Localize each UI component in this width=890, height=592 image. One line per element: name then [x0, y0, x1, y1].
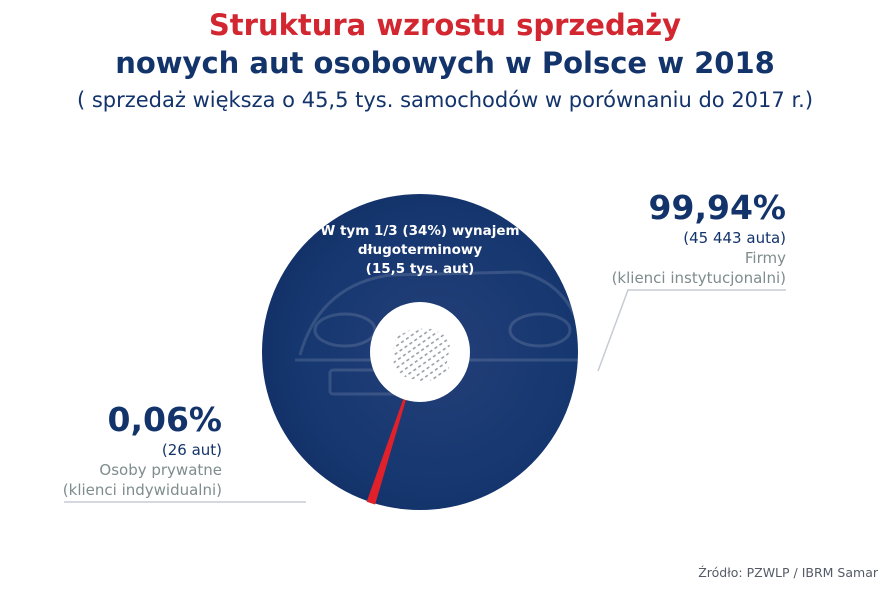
firmy-count: (45 443 auta) [683, 229, 786, 247]
poland-map-icon [393, 328, 450, 381]
label-firmy: 99,94% (45 443 auta) Firmy (klienci inst… [612, 188, 786, 288]
source-note: Źródło: PZWLP / IBRM Samar [698, 565, 878, 580]
inner-annotation-line2: długoterminowy [357, 242, 483, 258]
osoby-prywatne-sublabel: (klienci indywidualni) [62, 481, 222, 499]
osoby-prywatne-count: (26 aut) [161, 441, 222, 459]
firmy-percent: 99,94% [648, 188, 786, 227]
inner-annotation: W tym 1/3 (34%) wynajem długoterminowy (… [290, 222, 550, 279]
osoby-prywatne-label: Osoby prywatne [99, 461, 222, 479]
label-osoby-prywatne: 0,06% (26 aut) Osoby prywatne (klienci i… [63, 400, 222, 500]
inner-annotation-line3: (15,5 tys. aut) [365, 261, 475, 277]
leader-line-firmy [597, 289, 786, 372]
firmy-sublabel: (klienci instytucjonalni) [611, 269, 786, 287]
chart-subtitle: ( sprzedaż większa o 45,5 tys. samochodó… [76, 88, 814, 112]
osoby-prywatne-percent: 0,06% [107, 400, 223, 439]
chart-title-line2: nowych aut osobowych w Polsce w 2018 [115, 46, 775, 80]
firmy-label: Firmy [744, 249, 786, 267]
inner-annotation-line1: W tym 1/3 (34%) wynajem [320, 223, 520, 239]
chart-title-line1: Struktura wzrostu sprzedaży [208, 8, 682, 42]
